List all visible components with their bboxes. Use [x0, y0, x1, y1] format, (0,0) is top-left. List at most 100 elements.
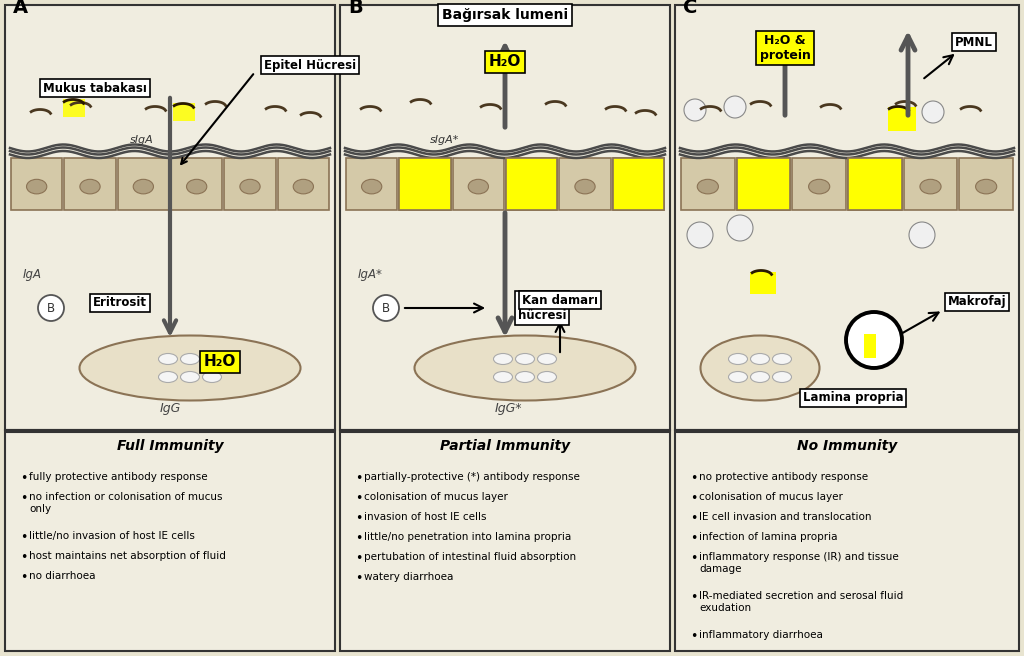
Text: no infection or colonisation of mucus
only: no infection or colonisation of mucus on…: [29, 492, 222, 514]
Text: little/no invasion of host IE cells: little/no invasion of host IE cells: [29, 531, 195, 541]
Ellipse shape: [415, 179, 435, 194]
Text: H₂O: H₂O: [204, 354, 237, 369]
Text: IgG: IgG: [160, 402, 181, 415]
Circle shape: [373, 295, 399, 321]
Text: Lamina propria: Lamina propria: [803, 392, 903, 405]
Text: •: •: [20, 531, 28, 544]
Text: B: B: [47, 302, 55, 314]
Bar: [399, 158, 451, 210]
Text: Partial Immunity: Partial Immunity: [440, 439, 570, 453]
Text: No Immunity: No Immunity: [797, 439, 897, 453]
Text: partially-protective (*) antibody response: partially-protective (*) antibody respon…: [364, 472, 580, 482]
Text: •: •: [20, 571, 28, 584]
Ellipse shape: [80, 179, 100, 194]
Text: pertubation of intestinal fluid absorption: pertubation of intestinal fluid absorpti…: [364, 552, 577, 562]
Text: IgG*: IgG*: [495, 402, 522, 415]
Ellipse shape: [180, 371, 200, 382]
Text: •: •: [20, 492, 28, 505]
Text: •: •: [20, 472, 28, 485]
Text: •: •: [690, 512, 697, 525]
Ellipse shape: [468, 179, 488, 194]
Text: invasion of host IE cells: invasion of host IE cells: [364, 512, 486, 522]
Ellipse shape: [133, 179, 154, 194]
Bar: [612, 158, 664, 210]
Text: •: •: [690, 472, 697, 485]
Ellipse shape: [809, 179, 829, 194]
Ellipse shape: [186, 179, 207, 194]
Text: inflammatory response (IR) and tissue
damage: inflammatory response (IR) and tissue da…: [699, 552, 899, 573]
Bar: [5, 432, 335, 651]
Bar: [118, 158, 169, 210]
Text: B: B: [382, 302, 390, 314]
Ellipse shape: [159, 371, 177, 382]
Bar: [224, 158, 275, 210]
Ellipse shape: [494, 371, 512, 382]
Bar: [506, 158, 557, 210]
Text: •: •: [690, 532, 697, 545]
Text: •: •: [690, 591, 697, 604]
Text: B: B: [348, 0, 362, 17]
Text: little/no penetration into lamina propria: little/no penetration into lamina propri…: [364, 532, 571, 542]
Bar: [612, 158, 664, 210]
Text: Mukus tabakası: Mukus tabakası: [43, 81, 146, 94]
Text: •: •: [355, 512, 362, 525]
Ellipse shape: [180, 354, 200, 365]
Text: no diarrhoea: no diarrhoea: [29, 571, 95, 581]
Bar: [340, 432, 670, 651]
Bar: [848, 158, 902, 210]
Text: inflammatory diarrhoea: inflammatory diarrhoea: [699, 630, 823, 640]
Bar: [399, 158, 451, 210]
Text: •: •: [690, 492, 697, 505]
Ellipse shape: [203, 354, 221, 365]
Bar: [675, 432, 1019, 651]
Ellipse shape: [203, 371, 221, 382]
Text: Kan damarı: Kan damarı: [522, 293, 598, 306]
Ellipse shape: [538, 371, 556, 382]
Bar: [173, 103, 195, 121]
Text: •: •: [355, 572, 362, 585]
Circle shape: [38, 295, 63, 321]
Ellipse shape: [574, 179, 595, 194]
Text: •: •: [20, 551, 28, 564]
Text: •: •: [355, 492, 362, 505]
Text: IR-mediated secretion and serosal fluid
exudation: IR-mediated secretion and serosal fluid …: [699, 591, 903, 613]
Bar: [559, 158, 610, 210]
Circle shape: [922, 101, 944, 123]
Bar: [453, 158, 504, 210]
Text: •: •: [355, 552, 362, 565]
Circle shape: [724, 96, 746, 118]
Bar: [959, 158, 1013, 210]
Text: fully protective antibody response: fully protective antibody response: [29, 472, 208, 482]
Text: H₂O &
protein: H₂O & protein: [760, 34, 810, 62]
Bar: [340, 5, 670, 430]
Bar: [63, 99, 85, 117]
Ellipse shape: [772, 371, 792, 382]
Text: C: C: [683, 0, 697, 17]
Ellipse shape: [80, 335, 300, 401]
Text: IE cell invasion and translocation: IE cell invasion and translocation: [699, 512, 871, 522]
Bar: [11, 158, 62, 210]
Ellipse shape: [751, 371, 769, 382]
Ellipse shape: [361, 179, 382, 194]
Ellipse shape: [293, 179, 313, 194]
Ellipse shape: [240, 179, 260, 194]
Circle shape: [846, 312, 902, 368]
Ellipse shape: [521, 179, 542, 194]
Text: •: •: [355, 472, 362, 485]
Bar: [681, 158, 734, 210]
Text: host maintains net absorption of fluid: host maintains net absorption of fluid: [29, 551, 226, 561]
Bar: [848, 158, 902, 210]
Ellipse shape: [920, 179, 941, 194]
Bar: [506, 158, 557, 210]
Ellipse shape: [515, 371, 535, 382]
Text: •: •: [355, 532, 362, 545]
Ellipse shape: [772, 354, 792, 365]
Bar: [278, 158, 329, 210]
Circle shape: [687, 222, 713, 248]
Text: no protective antibody response: no protective antibody response: [699, 472, 868, 482]
Ellipse shape: [728, 371, 748, 382]
Bar: [903, 158, 957, 210]
Ellipse shape: [751, 354, 769, 365]
Ellipse shape: [728, 354, 748, 365]
Bar: [888, 107, 916, 131]
